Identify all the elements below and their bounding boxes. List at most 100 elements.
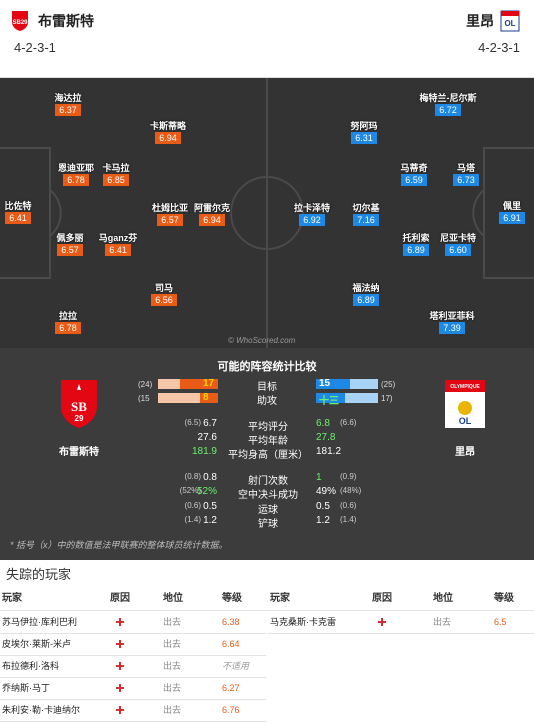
- home-prior: (15: [138, 394, 150, 403]
- home-player-rating: 6.85: [103, 174, 129, 186]
- away-player[interactable]: 梅特兰-尼尔斯 6.72: [408, 92, 488, 116]
- home-prior: (1.4): [184, 515, 201, 524]
- home-player-rating: 6.57: [57, 244, 83, 256]
- away-formation: 4-2-3-1: [478, 40, 520, 55]
- stat-label: 射门次数: [248, 476, 288, 487]
- away-player[interactable]: 拉卡泽特 6.92: [272, 202, 352, 226]
- column-header[interactable]: 等级: [222, 593, 242, 604]
- column-header[interactable]: 地位: [163, 593, 183, 604]
- player-name[interactable]: 朱利安·勒·卡迪纳尔: [2, 705, 80, 715]
- home-prior: (0.8): [184, 472, 201, 481]
- away-player-name: 马塔: [456, 163, 475, 173]
- away-player[interactable]: 马蒂奇 6.59: [374, 162, 454, 186]
- home-player[interactable]: 卡斯蒂略 6.94: [128, 120, 208, 144]
- away-prior: (6.6): [340, 418, 357, 427]
- stat-label: 助攻: [257, 396, 277, 407]
- home-player[interactable]: 佩多丽 6.57: [30, 232, 110, 256]
- away-player[interactable]: 切尔基 7.16: [326, 202, 406, 226]
- home-stat-value: 6.7: [203, 418, 217, 429]
- home-player[interactable]: 司马 6.56: [124, 282, 204, 306]
- away-player[interactable]: 佩里 6.91: [472, 200, 534, 224]
- away-stat-value: 1: [316, 472, 322, 483]
- column-header[interactable]: 等级: [494, 593, 514, 604]
- away-prior: (0.6): [340, 501, 357, 510]
- player-name[interactable]: 苏马伊拉·库利巴利: [2, 617, 77, 627]
- away-bar-value: 十三: [319, 396, 339, 407]
- away-player-rating: 6.60: [445, 244, 471, 256]
- stat-label: 平均年龄: [248, 436, 288, 447]
- away-team[interactable]: 里昂 OL: [466, 10, 520, 32]
- home-stat-value: 0.8: [203, 472, 217, 483]
- home-player[interactable]: 恩迪亚耶 6.78: [36, 162, 116, 186]
- home-player[interactable]: 拉拉 6.78: [28, 310, 108, 334]
- home-player[interactable]: 比佐特 6.41: [0, 200, 58, 224]
- player-status: 出去: [163, 639, 182, 649]
- lineup-stats-comparison: 可能的阵容统计比较 SB 29 布雷斯特 OLYMPIQUE OL 里昂 (24…: [0, 348, 534, 560]
- away-player-name: 塔利亚菲科: [429, 311, 475, 321]
- home-player-rating: 6.78: [63, 174, 89, 186]
- home-bar-value: 17: [203, 378, 215, 389]
- column-header[interactable]: 原因: [372, 593, 392, 604]
- away-player-rating: 6.91: [499, 212, 525, 224]
- away-player[interactable]: 托利索 6.89: [376, 232, 456, 256]
- home-player-rating: 6.94: [155, 132, 181, 144]
- home-team[interactable]: SB29 布雷斯特: [10, 10, 94, 32]
- player-rating: 6.5: [494, 617, 507, 627]
- away-player[interactable]: 马塔 6.73: [426, 162, 506, 186]
- away-player[interactable]: 福法纳 6.89: [326, 282, 406, 306]
- missing-players-title: 失踪的玩家: [6, 567, 72, 582]
- stat-label: 空中决斗成功: [238, 490, 298, 501]
- player-name[interactable]: 马克桑斯·卡克雷: [270, 617, 336, 627]
- away-player[interactable]: 努阿玛 6.31: [324, 120, 404, 144]
- row-divider: [0, 633, 266, 634]
- row-divider: [0, 655, 266, 656]
- home-prior: (0.6): [184, 501, 201, 510]
- away-stat-value: 0.5: [316, 501, 330, 512]
- home-player-name: 阿雷尔克: [193, 203, 230, 213]
- player-status: 出去: [163, 705, 182, 715]
- away-player[interactable]: 尼亚卡特 6.60: [418, 232, 498, 256]
- home-bar-value: 8: [203, 392, 209, 403]
- home-stat-value: 27.6: [197, 432, 217, 443]
- player-name[interactable]: 皮埃尔·莱斯-米卢: [2, 639, 71, 649]
- column-header[interactable]: 原因: [110, 593, 130, 604]
- svg-text:OLYMPIQUE: OLYMPIQUE: [450, 384, 480, 390]
- column-header[interactable]: 地位: [433, 593, 453, 604]
- away-prior: (48%): [340, 486, 362, 495]
- player-name[interactable]: 乔纳斯·马丁: [2, 683, 50, 693]
- home-stat-value: 1.2: [203, 515, 217, 526]
- stats-home-team: SB 29 布雷斯特: [44, 378, 114, 458]
- home-player[interactable]: 阿雷尔克 6.94: [172, 202, 252, 226]
- player-name[interactable]: 布拉德利·洛科: [2, 661, 59, 671]
- injury-cross-icon: [116, 662, 124, 670]
- away-team-name: 里昂: [466, 13, 494, 29]
- home-prior: (52%): [179, 486, 201, 495]
- away-player[interactable]: 塔利亚菲科 7.39: [412, 310, 492, 334]
- player-rating: 6.64: [222, 639, 240, 649]
- away-prior: (0.9): [340, 472, 357, 481]
- away-player-name: 福法纳: [352, 283, 380, 293]
- injury-cross-icon: [116, 618, 124, 626]
- injury-cross-icon: [116, 706, 124, 714]
- home-player[interactable]: 卡马拉 6.85: [76, 162, 156, 186]
- away-prior: (1.4): [340, 515, 357, 524]
- injury-cross-icon: [378, 618, 386, 626]
- home-player-rating: 6.94: [199, 214, 225, 226]
- away-bar-track: [316, 393, 378, 403]
- home-player-rating: 6.41: [5, 212, 31, 224]
- home-player-name: 海达拉: [54, 93, 82, 103]
- home-formation: 4-2-3-1: [14, 40, 56, 55]
- player-rating: 不适用: [222, 661, 250, 671]
- away-stat-value: 6.8: [316, 418, 330, 429]
- stats-title: 可能的阵容统计比较: [217, 361, 317, 373]
- home-player-name: 杜姆比亚: [151, 203, 188, 213]
- home-player-rating: 6.41: [105, 244, 131, 256]
- home-player[interactable]: 马ganz芬 6.41: [78, 232, 158, 256]
- away-player-name: 努阿玛: [350, 121, 378, 131]
- column-header[interactable]: 玩家: [2, 593, 22, 604]
- home-team-name: 布雷斯特: [38, 13, 94, 29]
- column-header[interactable]: 玩家: [270, 593, 290, 604]
- stat-label: 运球: [258, 505, 278, 516]
- home-player[interactable]: 杜姆比亚 6.57: [130, 202, 210, 226]
- home-player[interactable]: 海达拉 6.37: [28, 92, 108, 116]
